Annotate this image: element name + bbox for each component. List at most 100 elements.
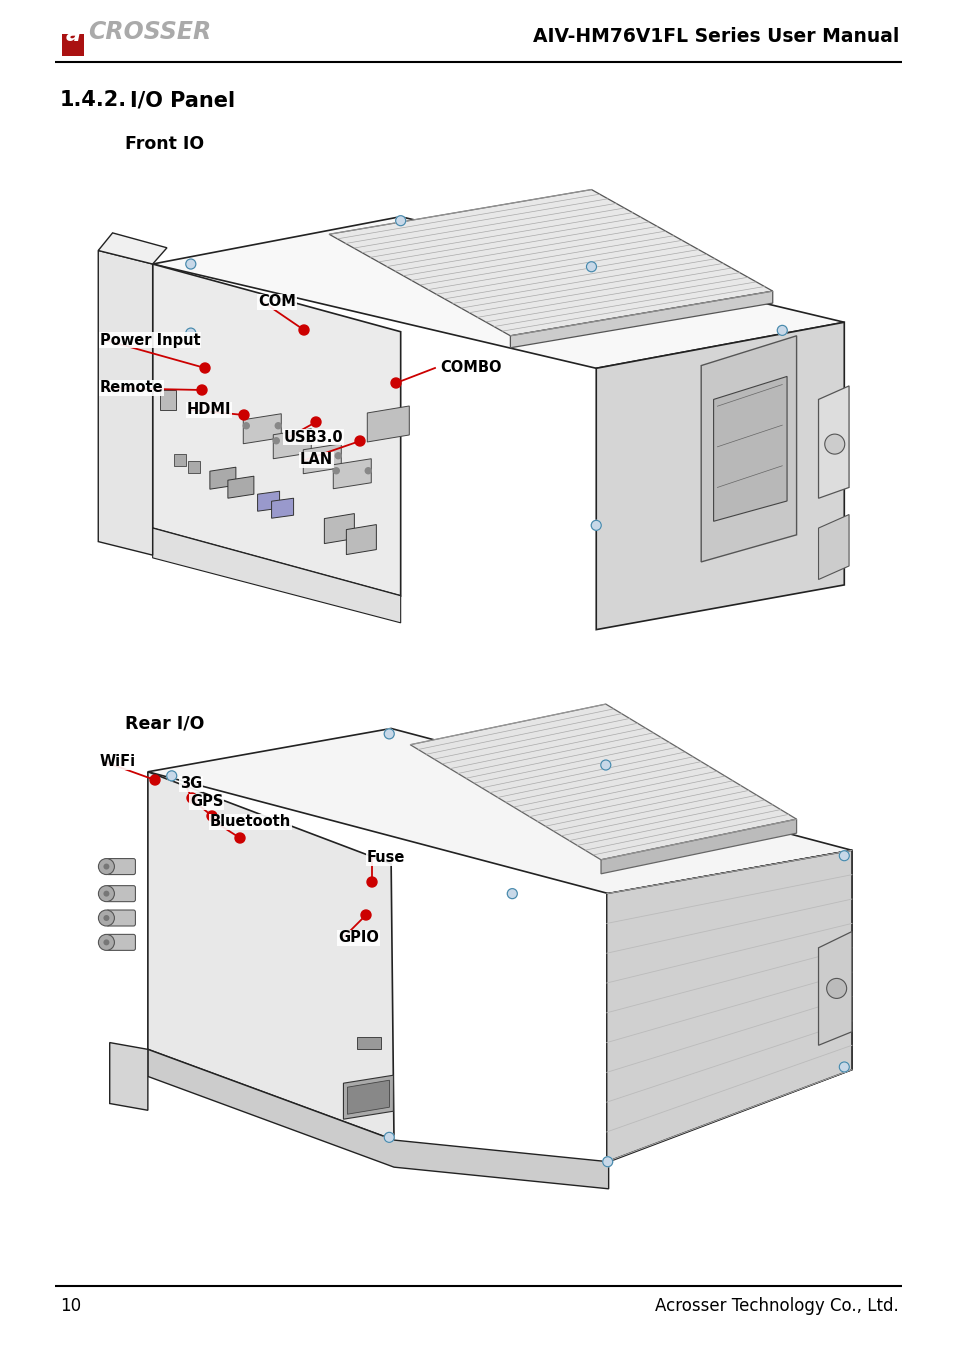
Circle shape [335,452,341,459]
Text: CROSSER: CROSSER [88,20,211,43]
Circle shape [103,940,110,945]
Text: LAN: LAN [299,452,333,467]
Circle shape [391,378,400,389]
FancyBboxPatch shape [107,910,135,926]
Text: a: a [66,24,81,45]
Circle shape [303,452,309,459]
Circle shape [243,422,249,429]
Circle shape [103,864,110,869]
Polygon shape [329,190,772,336]
Polygon shape [243,414,281,444]
Polygon shape [272,498,294,519]
Circle shape [311,417,320,427]
Polygon shape [148,728,851,894]
Polygon shape [273,429,311,459]
Text: COMBO: COMBO [439,360,501,375]
Polygon shape [600,819,796,873]
Polygon shape [700,336,796,562]
Circle shape [602,1156,612,1167]
Polygon shape [818,386,848,498]
FancyBboxPatch shape [107,886,135,902]
Circle shape [150,774,160,785]
Circle shape [167,770,176,781]
Polygon shape [818,515,848,580]
Circle shape [507,888,517,899]
Text: 1.4.2.: 1.4.2. [60,89,127,110]
Polygon shape [228,477,253,498]
Circle shape [824,435,843,454]
Circle shape [103,891,110,896]
FancyBboxPatch shape [62,34,84,56]
FancyBboxPatch shape [107,934,135,951]
Circle shape [200,363,210,372]
Polygon shape [713,376,786,521]
Text: USB3.0: USB3.0 [284,429,343,444]
Circle shape [834,468,843,479]
Circle shape [187,793,196,803]
Circle shape [298,325,309,334]
Text: AIV-HM76V1FL Series User Manual: AIV-HM76V1FL Series User Manual [532,27,898,46]
Circle shape [98,910,114,926]
Circle shape [355,436,365,445]
Text: I/O Panel: I/O Panel [130,89,234,110]
Polygon shape [608,850,851,1162]
Circle shape [365,467,371,474]
Polygon shape [596,322,843,630]
Polygon shape [257,492,279,512]
Circle shape [600,760,610,770]
Text: Rear I/O: Rear I/O [125,715,204,733]
Text: Front IO: Front IO [125,135,204,153]
Polygon shape [303,444,341,474]
Polygon shape [367,406,409,441]
Circle shape [98,886,114,902]
Bar [173,454,186,466]
Text: GPS: GPS [190,795,223,810]
Circle shape [275,422,281,429]
Polygon shape [346,524,376,555]
Circle shape [586,261,596,272]
Circle shape [839,959,848,969]
Circle shape [305,437,311,444]
Circle shape [98,858,114,875]
Circle shape [395,215,405,226]
Text: Power Input: Power Input [100,333,200,348]
Circle shape [196,385,207,395]
Circle shape [239,410,249,420]
FancyBboxPatch shape [107,858,135,875]
Polygon shape [333,459,371,489]
Text: 10: 10 [60,1297,81,1315]
Circle shape [234,833,245,844]
Text: Remote: Remote [100,380,164,395]
Polygon shape [152,264,400,596]
Polygon shape [510,291,772,348]
Text: Bluetooth: Bluetooth [210,815,291,830]
Text: 3G: 3G [180,776,202,792]
Polygon shape [152,217,843,368]
Bar [188,460,199,473]
Text: HDMI: HDMI [187,402,232,417]
Circle shape [186,328,195,338]
Text: WiFi: WiFi [100,754,136,769]
Polygon shape [148,1049,608,1189]
Polygon shape [606,850,851,1162]
Text: COM: COM [257,295,295,310]
Circle shape [207,811,216,821]
Circle shape [367,877,376,887]
Text: Acrosser Technology Co., Ltd.: Acrosser Technology Co., Ltd. [655,1297,898,1315]
Text: Fuse: Fuse [367,850,405,865]
Circle shape [360,910,371,919]
Circle shape [103,915,110,921]
Polygon shape [110,1043,148,1110]
Polygon shape [148,772,394,1140]
Polygon shape [98,233,167,264]
Circle shape [591,520,600,531]
Circle shape [384,728,394,739]
Bar [356,1037,380,1049]
Circle shape [777,325,786,336]
Polygon shape [152,528,400,623]
Polygon shape [347,1080,389,1114]
Text: GPIO: GPIO [337,930,378,945]
Circle shape [273,437,279,444]
Polygon shape [210,467,235,489]
Circle shape [839,850,848,861]
